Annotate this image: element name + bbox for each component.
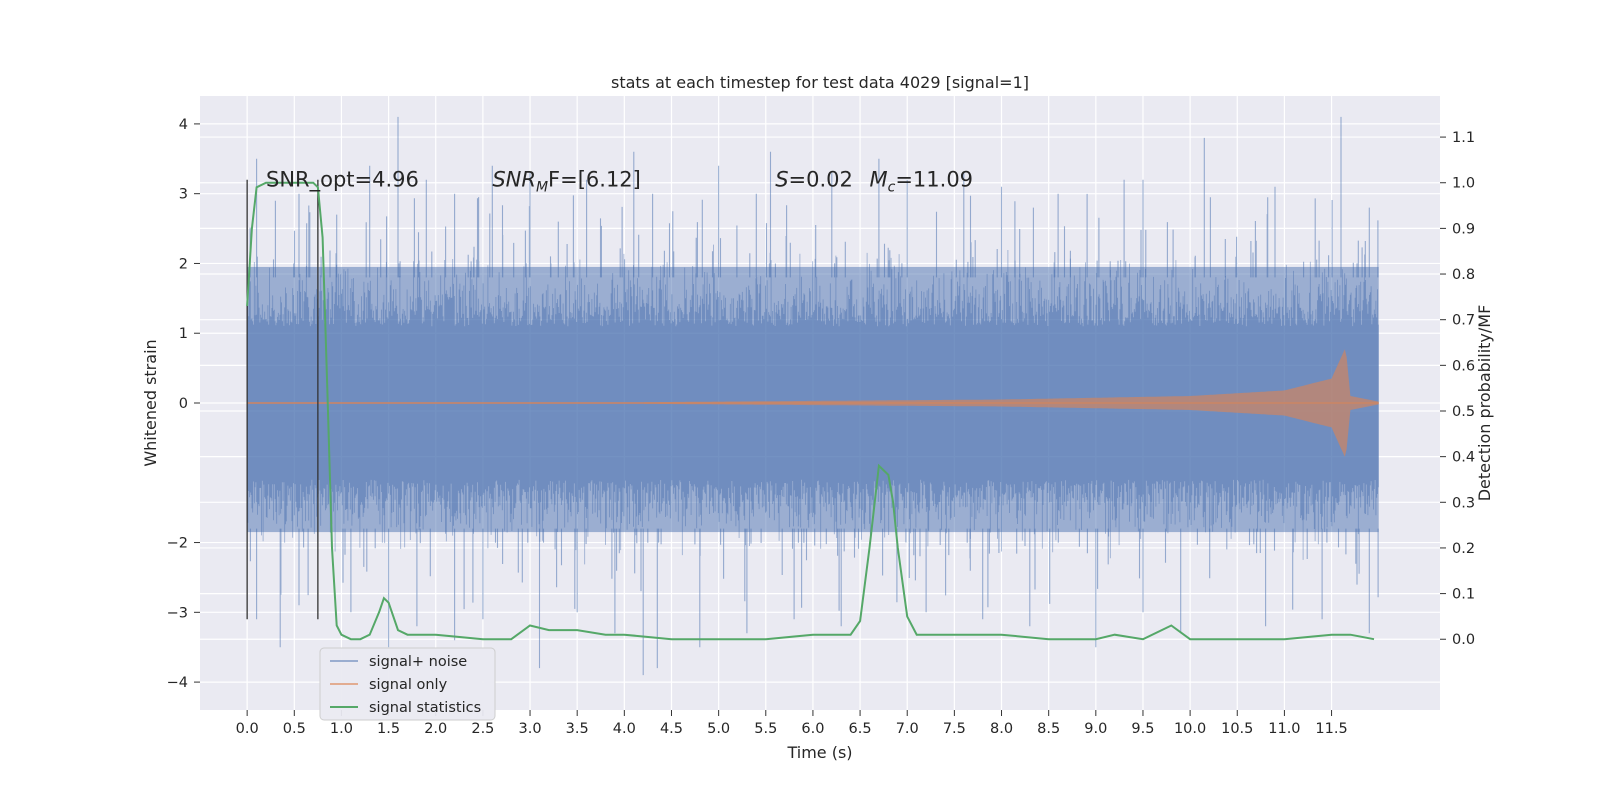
annotation-0: SNR_opt=4.96 <box>266 168 419 193</box>
y-tick-label: 0 <box>179 396 188 412</box>
x-tick-label: 2.0 <box>424 721 447 737</box>
y2-tick-label: 1.1 <box>1452 130 1475 146</box>
x-tick-label: 5.5 <box>754 721 777 737</box>
x-tick-label: 10.0 <box>1174 721 1206 737</box>
x-tick-label: 0.0 <box>236 721 259 737</box>
x-tick-label: 9.0 <box>1084 721 1107 737</box>
legend-label-signal-only: signal only <box>369 677 448 693</box>
x-tick-label: 1.0 <box>330 721 353 737</box>
y2-tick-label: 1.0 <box>1452 176 1475 192</box>
y2-tick-label: 0.5 <box>1452 404 1475 420</box>
y2-tick-label: 0.8 <box>1452 267 1475 283</box>
x-tick-label: 1.5 <box>377 721 400 737</box>
x-tick-label: 11.5 <box>1315 721 1347 737</box>
annotation-1: SNRMF=[6.12] <box>492 168 641 196</box>
y-axis-ticks: 4 3 2 1 0 −2 −3 −4 <box>167 117 200 691</box>
x-tick-label: 11.0 <box>1268 721 1300 737</box>
signal-statistics-line <box>246 181 1375 641</box>
x-tick-label: 4.0 <box>613 721 636 737</box>
legend-label-signal-statistics: signal statistics <box>369 700 481 716</box>
legend-box <box>319 647 496 721</box>
y-tick-label: 1 <box>179 326 188 342</box>
signal-noise-spikes <box>249 116 1379 676</box>
x-tick-label: 9.5 <box>1131 721 1154 737</box>
x-tick-label: 2.5 <box>471 721 494 737</box>
y2-tick-label: 0.4 <box>1452 450 1475 466</box>
annotation-2: S=0.02 <box>775 168 853 192</box>
chart-title: stats at each timestep for test data 402… <box>611 73 1029 92</box>
y2-tick-label: 0.1 <box>1452 587 1475 603</box>
y2-tick-label: 0.0 <box>1452 632 1475 648</box>
x-tick-label: 8.0 <box>990 721 1013 737</box>
annotation-3: Mc=11.09 <box>870 168 974 196</box>
x-tick-label: 7.0 <box>896 721 919 737</box>
x-tick-label: 6.0 <box>801 721 824 737</box>
x-tick-label: 10.5 <box>1221 721 1253 737</box>
y2-axis-ticks: 1.1 1.0 0.9 0.8 0.7 0.6 0.5 0.4 0.3 0.2 0.1 0.0 <box>1440 130 1475 648</box>
y2-tick-label: 0.7 <box>1452 313 1475 329</box>
y2-axis-label: Detection probability/MF <box>1475 305 1494 502</box>
x-tick-label: 3.0 <box>519 721 542 737</box>
y2-tick-label: 0.3 <box>1452 495 1475 511</box>
y-tick-label: 3 <box>179 187 188 203</box>
legend-label-signal-noise: signal+ noise <box>369 654 467 670</box>
y-axis-label: Whitened strain <box>141 339 160 466</box>
legend: signal+ noise signal only signal statist… <box>319 647 496 721</box>
x-tick-label: 4.5 <box>660 721 683 737</box>
x-tick-label: 6.5 <box>849 721 872 737</box>
y-tick-label: 4 <box>179 117 188 133</box>
y-tick-label: 2 <box>179 256 188 272</box>
x-tick-label: 8.5 <box>1037 721 1060 737</box>
data-layer <box>246 116 1379 676</box>
annotations: SNR_opt=4.96 SNRMF=[6.12] S=0.02 Mc=11.09 <box>266 168 973 196</box>
y2-tick-label: 0.6 <box>1452 358 1475 374</box>
y-tick-label: −3 <box>167 605 188 621</box>
y2-tick-label: 0.9 <box>1452 221 1475 237</box>
y-tick-label: −4 <box>167 675 188 691</box>
x-tick-label: 0.5 <box>283 721 306 737</box>
x-axis-label: Time (s) <box>786 743 852 762</box>
y2-tick-label: 0.2 <box>1452 541 1475 557</box>
x-tick-label: 7.5 <box>943 721 966 737</box>
x-tick-label: 3.5 <box>566 721 589 737</box>
x-tick-label: 5.0 <box>707 721 730 737</box>
y-tick-label: −2 <box>167 536 188 552</box>
x-axis-ticks: 0.0 0.5 1.0 1.5 2.0 2.5 3.0 3.5 4.0 4.5 5.0 5.5 6.0 6… <box>236 710 1348 737</box>
